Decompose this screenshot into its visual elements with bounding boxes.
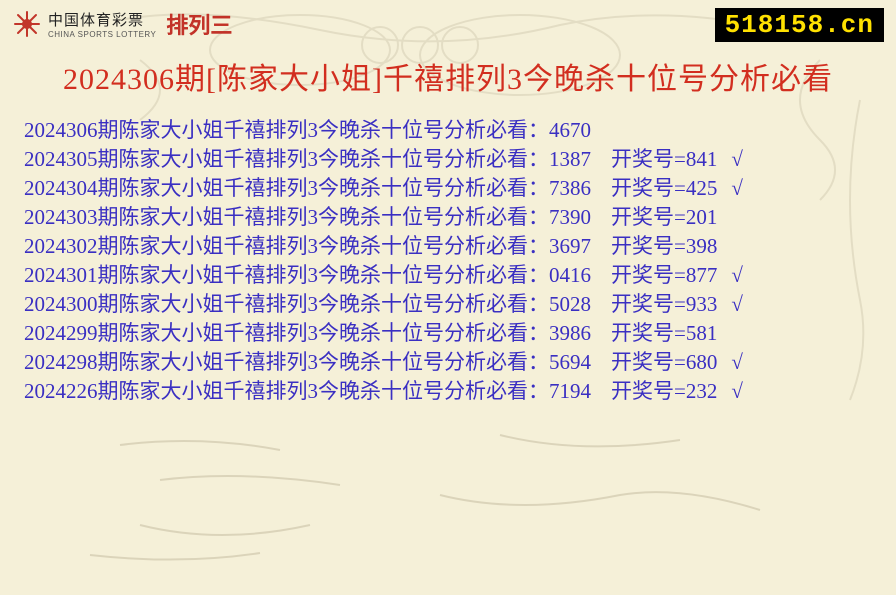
prediction-row: 2024300期陈家大小姐千禧排列3今晚杀十位号分析必看：5028开奖号=933… bbox=[24, 290, 872, 319]
prediction-row: 2024226期陈家大小姐千禧排列3今晚杀十位号分析必看：7194开奖号=232… bbox=[24, 377, 872, 406]
row-label: 陈家大小姐千禧排列3今晚杀十位号分析必看： bbox=[119, 147, 550, 171]
row-label: 陈家大小姐千禧排列3今晚杀十位号分析必看： bbox=[119, 176, 550, 200]
prediction-row: 2024306期陈家大小姐千禧排列3今晚杀十位号分析必看：4670 bbox=[24, 116, 872, 145]
check-icon: √ bbox=[731, 261, 743, 290]
check-icon: √ bbox=[731, 174, 743, 203]
row-prediction: 3986 bbox=[549, 319, 607, 348]
row-period: 2024302期 bbox=[24, 234, 119, 258]
prediction-row: 2024302期陈家大小姐千禧排列3今晚杀十位号分析必看：3697开奖号=398 bbox=[24, 232, 872, 261]
row-period: 2024305期 bbox=[24, 147, 119, 171]
row-prediction: 4670 bbox=[549, 116, 607, 145]
row-period: 2024301期 bbox=[24, 263, 119, 287]
row-result: 开奖号=398 bbox=[611, 232, 717, 261]
row-period: 2024304期 bbox=[24, 176, 119, 200]
row-period: 2024299期 bbox=[24, 321, 119, 345]
page-title: 2024306期[陈家大小姐]千禧排列3今晚杀十位号分析必看 bbox=[0, 46, 896, 116]
row-period: 2024226期 bbox=[24, 379, 119, 403]
logo-text: 中国体育彩票 CHINA SPORTS LOTTERY bbox=[48, 9, 156, 39]
row-label: 陈家大小姐千禧排列3今晚杀十位号分析必看： bbox=[119, 205, 550, 229]
row-prediction: 1387 bbox=[549, 145, 607, 174]
lottery-logo-icon bbox=[12, 9, 42, 39]
row-period: 2024303期 bbox=[24, 205, 119, 229]
prediction-row: 2024305期陈家大小姐千禧排列3今晚杀十位号分析必看：1387开奖号=841… bbox=[24, 145, 872, 174]
prediction-row: 2024301期陈家大小姐千禧排列3今晚杀十位号分析必看：0416开奖号=877… bbox=[24, 261, 872, 290]
row-prediction: 7194 bbox=[549, 377, 607, 406]
row-result: 开奖号=581 bbox=[611, 319, 717, 348]
row-prediction: 5028 bbox=[549, 290, 607, 319]
row-label: 陈家大小姐千禧排列3今晚杀十位号分析必看： bbox=[119, 350, 550, 374]
prediction-list: 2024306期陈家大小姐千禧排列3今晚杀十位号分析必看：46702024305… bbox=[0, 116, 896, 406]
prediction-row: 2024299期陈家大小姐千禧排列3今晚杀十位号分析必看：3986开奖号=581 bbox=[24, 319, 872, 348]
site-badge: 518158.cn bbox=[715, 8, 884, 42]
row-prediction: 3697 bbox=[549, 232, 607, 261]
header: 中国体育彩票 CHINA SPORTS LOTTERY 排列三 518158.c… bbox=[0, 0, 896, 46]
check-icon: √ bbox=[731, 290, 743, 319]
row-prediction: 5694 bbox=[549, 348, 607, 377]
row-prediction: 7386 bbox=[549, 174, 607, 203]
row-result: 开奖号=841 bbox=[611, 145, 717, 174]
row-prediction: 0416 bbox=[549, 261, 607, 290]
prediction-row: 2024303期陈家大小姐千禧排列3今晚杀十位号分析必看：7390开奖号=201 bbox=[24, 203, 872, 232]
row-result: 开奖号=232 bbox=[611, 377, 717, 406]
prediction-row: 2024304期陈家大小姐千禧排列3今晚杀十位号分析必看：7386开奖号=425… bbox=[24, 174, 872, 203]
row-label: 陈家大小姐千禧排列3今晚杀十位号分析必看： bbox=[119, 292, 550, 316]
row-label: 陈家大小姐千禧排列3今晚杀十位号分析必看： bbox=[119, 118, 550, 142]
row-result: 开奖号=425 bbox=[611, 174, 717, 203]
row-period: 2024300期 bbox=[24, 292, 119, 316]
logo-en: CHINA SPORTS LOTTERY bbox=[48, 30, 156, 39]
row-label: 陈家大小姐千禧排列3今晚杀十位号分析必看： bbox=[119, 321, 550, 345]
prediction-row: 2024298期陈家大小姐千禧排列3今晚杀十位号分析必看：5694开奖号=680… bbox=[24, 348, 872, 377]
row-result: 开奖号=201 bbox=[611, 203, 717, 232]
row-label: 陈家大小姐千禧排列3今晚杀十位号分析必看： bbox=[119, 379, 550, 403]
check-icon: √ bbox=[731, 145, 743, 174]
row-prediction: 7390 bbox=[549, 203, 607, 232]
row-result: 开奖号=933 bbox=[611, 290, 717, 319]
pailie-label: 排列三 bbox=[166, 8, 232, 40]
row-period: 2024306期 bbox=[24, 118, 119, 142]
row-result: 开奖号=680 bbox=[611, 348, 717, 377]
row-label: 陈家大小姐千禧排列3今晚杀十位号分析必看： bbox=[119, 263, 550, 287]
bottom-sketch bbox=[80, 425, 820, 565]
row-label: 陈家大小姐千禧排列3今晚杀十位号分析必看： bbox=[119, 234, 550, 258]
logo-block: 中国体育彩票 CHINA SPORTS LOTTERY 排列三 bbox=[12, 8, 232, 40]
row-result: 开奖号=877 bbox=[611, 261, 717, 290]
check-icon: √ bbox=[731, 348, 743, 377]
check-icon: √ bbox=[731, 377, 743, 406]
row-period: 2024298期 bbox=[24, 350, 119, 374]
logo-cn: 中国体育彩票 bbox=[48, 9, 156, 30]
